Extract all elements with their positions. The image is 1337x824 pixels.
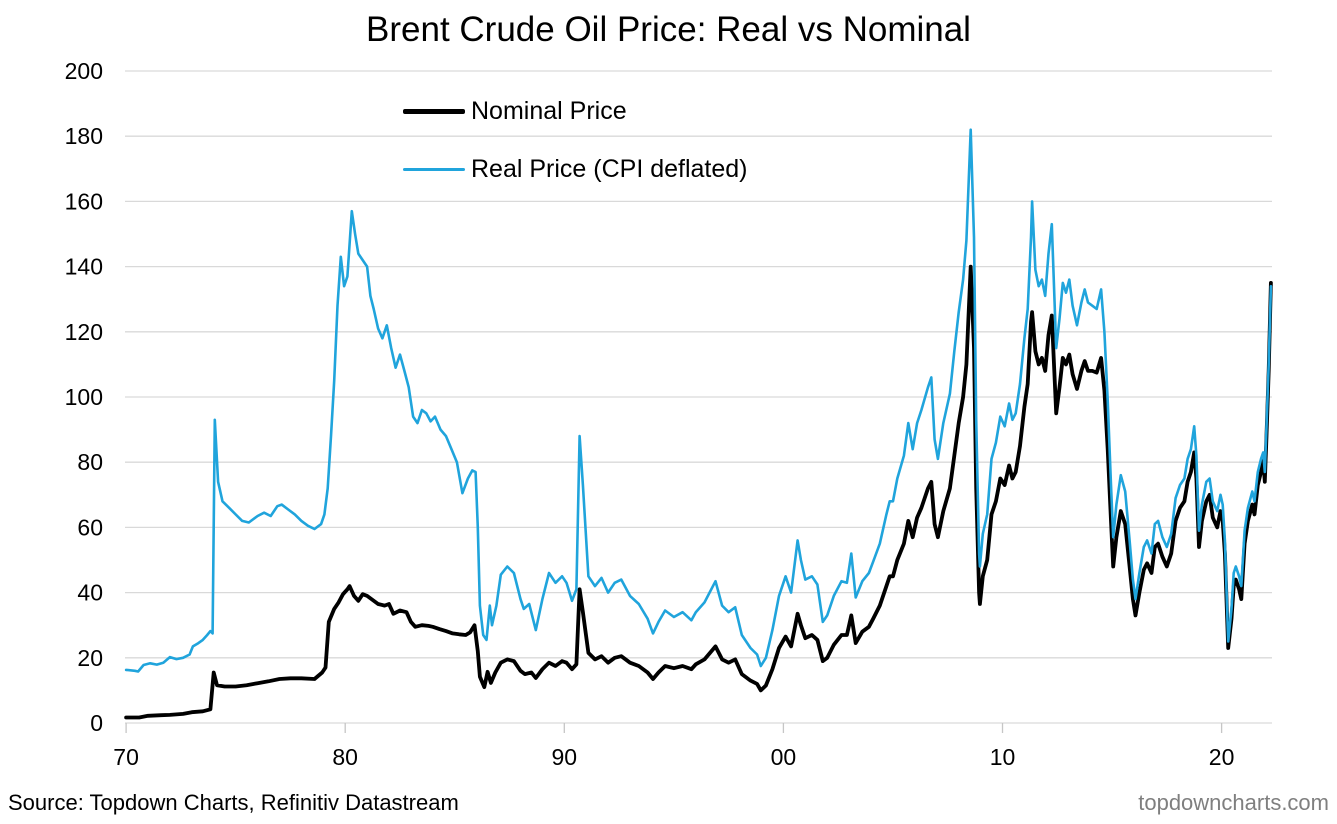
y-tick-label-60: 60: [77, 514, 103, 540]
legend-item-nominal: Nominal Price: [403, 92, 748, 130]
x-axis-labels: 70 80 90 00 10 20: [113, 744, 1234, 770]
watermark-link[interactable]: topdowncharts.com: [1138, 790, 1329, 815]
gridlines: [125, 70, 1272, 724]
legend-label-nominal: Nominal Price: [471, 96, 627, 125]
x-tick-label-00: 00: [771, 744, 797, 770]
x-tick-label-20: 20: [1209, 744, 1235, 770]
y-tick-label-20: 20: [77, 645, 103, 671]
series-line-real: [124, 128, 1273, 673]
y-tick-label-120: 120: [65, 319, 103, 345]
y-tick-label-100: 100: [65, 384, 103, 410]
source-note: Source: Topdown Charts, Refinitiv Datast…: [8, 790, 459, 815]
real-line-swatch: [403, 167, 465, 171]
x-tick-label-10: 10: [990, 744, 1016, 770]
series-line-nominal: [124, 264, 1273, 720]
y-tick-label-140: 140: [65, 254, 103, 280]
nominal-line-swatch: [403, 108, 465, 114]
y-tick-label-200: 200: [65, 58, 103, 84]
x-tick-label-80: 80: [332, 744, 358, 770]
legend-item-real: Real Price (CPI deflated): [403, 150, 748, 188]
y-tick-label-80: 80: [77, 449, 103, 475]
y-tick-label-40: 40: [77, 580, 103, 606]
y-tick-label-160: 160: [65, 188, 103, 214]
x-tick-label-90: 90: [552, 744, 578, 770]
y-tick-label-180: 180: [65, 123, 103, 149]
chart-legend: Nominal Price Real Price (CPI deflated): [403, 92, 748, 208]
y-axis-labels: 0 20 40 60 80 100 120 140 160 180 200: [65, 58, 103, 736]
x-tick-label-70: 70: [113, 744, 139, 770]
chart-title: Brent Crude Oil Price: Real vs Nominal: [366, 10, 971, 49]
y-tick-label-0: 0: [90, 710, 103, 736]
legend-label-real: Real Price (CPI deflated): [471, 154, 748, 183]
x-axis-ticks: [125, 723, 1223, 733]
